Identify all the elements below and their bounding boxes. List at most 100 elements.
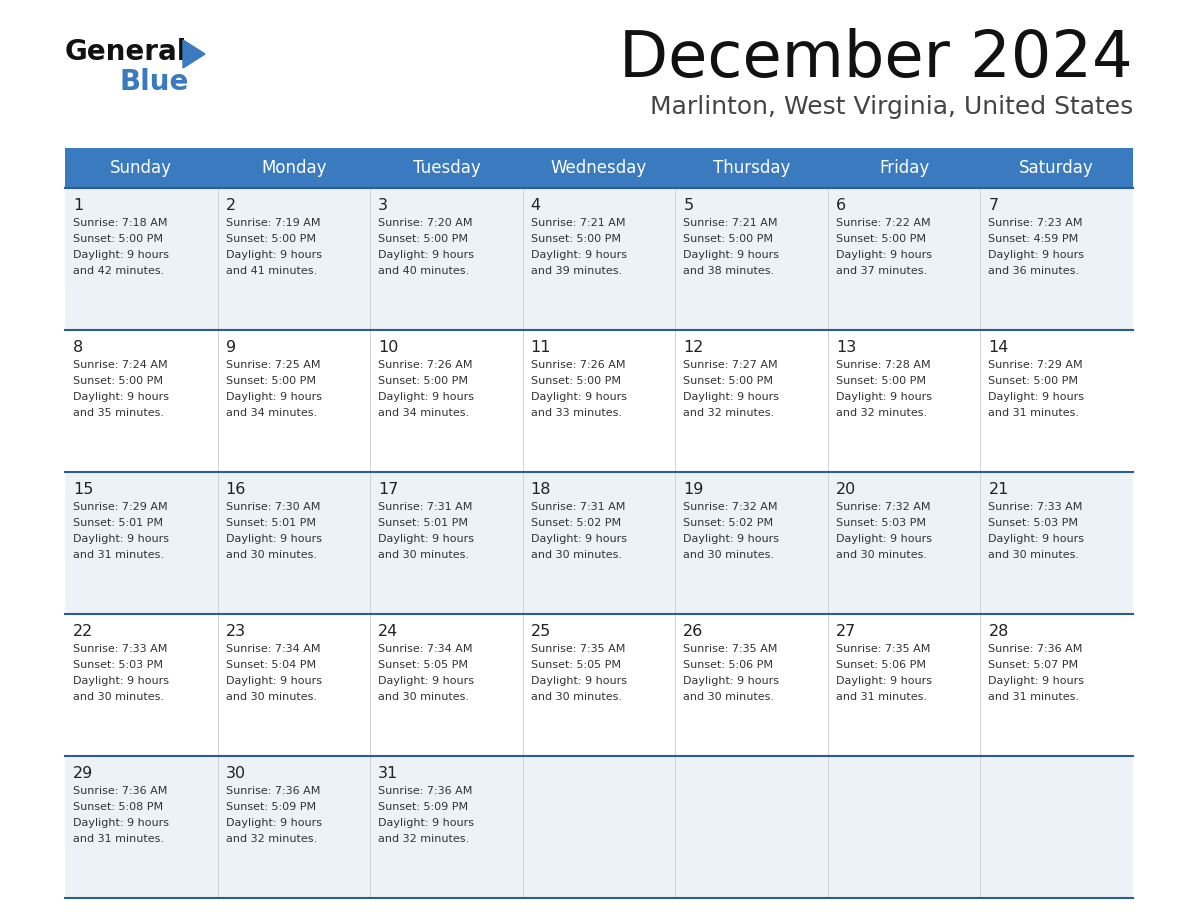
Text: Daylight: 9 hours: Daylight: 9 hours — [683, 250, 779, 260]
Text: and 30 minutes.: and 30 minutes. — [226, 550, 316, 560]
Text: Sunrise: 7:35 AM: Sunrise: 7:35 AM — [836, 644, 930, 654]
Text: Sunrise: 7:35 AM: Sunrise: 7:35 AM — [683, 644, 778, 654]
Text: Daylight: 9 hours: Daylight: 9 hours — [378, 534, 474, 544]
Text: Sunrise: 7:29 AM: Sunrise: 7:29 AM — [72, 502, 168, 512]
Text: Sunset: 5:07 PM: Sunset: 5:07 PM — [988, 660, 1079, 670]
Text: 2: 2 — [226, 198, 235, 213]
Text: Daylight: 9 hours: Daylight: 9 hours — [226, 250, 322, 260]
Text: Daylight: 9 hours: Daylight: 9 hours — [378, 250, 474, 260]
Text: and 40 minutes.: and 40 minutes. — [378, 266, 469, 276]
Text: and 30 minutes.: and 30 minutes. — [531, 692, 621, 702]
Text: Daylight: 9 hours: Daylight: 9 hours — [683, 392, 779, 402]
Text: and 39 minutes.: and 39 minutes. — [531, 266, 621, 276]
Text: and 32 minutes.: and 32 minutes. — [378, 834, 469, 844]
Text: Sunset: 5:00 PM: Sunset: 5:00 PM — [378, 234, 468, 244]
Text: and 30 minutes.: and 30 minutes. — [683, 550, 775, 560]
Text: Daylight: 9 hours: Daylight: 9 hours — [836, 534, 931, 544]
Text: Blue: Blue — [120, 68, 189, 96]
Text: Sunset: 4:59 PM: Sunset: 4:59 PM — [988, 234, 1079, 244]
Text: Daylight: 9 hours: Daylight: 9 hours — [988, 250, 1085, 260]
Text: 7: 7 — [988, 198, 999, 213]
Text: 5: 5 — [683, 198, 694, 213]
Text: Daylight: 9 hours: Daylight: 9 hours — [226, 534, 322, 544]
Text: Marlinton, West Virginia, United States: Marlinton, West Virginia, United States — [650, 95, 1133, 119]
Text: Daylight: 9 hours: Daylight: 9 hours — [378, 392, 474, 402]
Text: Sunset: 5:00 PM: Sunset: 5:00 PM — [836, 234, 925, 244]
Text: 19: 19 — [683, 482, 703, 497]
Text: Sunrise: 7:31 AM: Sunrise: 7:31 AM — [531, 502, 625, 512]
Text: and 36 minutes.: and 36 minutes. — [988, 266, 1080, 276]
Text: 11: 11 — [531, 340, 551, 355]
Text: Sunrise: 7:28 AM: Sunrise: 7:28 AM — [836, 360, 930, 370]
Text: December 2024: December 2024 — [619, 28, 1133, 90]
Text: Sunrise: 7:32 AM: Sunrise: 7:32 AM — [683, 502, 778, 512]
Bar — [65, 188, 1133, 330]
Text: Sunset: 5:00 PM: Sunset: 5:00 PM — [226, 376, 316, 386]
Text: 25: 25 — [531, 624, 551, 639]
Text: Sunrise: 7:21 AM: Sunrise: 7:21 AM — [683, 218, 778, 228]
Bar — [65, 148, 1133, 188]
Text: Sunset: 5:00 PM: Sunset: 5:00 PM — [531, 376, 620, 386]
Text: Daylight: 9 hours: Daylight: 9 hours — [72, 534, 169, 544]
Text: and 31 minutes.: and 31 minutes. — [988, 408, 1080, 418]
Text: Tuesday: Tuesday — [412, 159, 480, 177]
Text: 8: 8 — [72, 340, 83, 355]
Text: Daylight: 9 hours: Daylight: 9 hours — [531, 392, 627, 402]
Text: Sunset: 5:06 PM: Sunset: 5:06 PM — [683, 660, 773, 670]
Text: Daylight: 9 hours: Daylight: 9 hours — [683, 676, 779, 686]
Text: Sunset: 5:00 PM: Sunset: 5:00 PM — [378, 376, 468, 386]
Text: 31: 31 — [378, 766, 398, 781]
Text: and 32 minutes.: and 32 minutes. — [683, 408, 775, 418]
Text: Daylight: 9 hours: Daylight: 9 hours — [836, 250, 931, 260]
Text: Daylight: 9 hours: Daylight: 9 hours — [531, 534, 627, 544]
Bar — [65, 330, 1133, 472]
Text: Sunrise: 7:18 AM: Sunrise: 7:18 AM — [72, 218, 168, 228]
Text: Sunset: 5:00 PM: Sunset: 5:00 PM — [683, 376, 773, 386]
Text: 1: 1 — [72, 198, 83, 213]
Text: 13: 13 — [836, 340, 857, 355]
Text: Sunrise: 7:30 AM: Sunrise: 7:30 AM — [226, 502, 320, 512]
Text: Daylight: 9 hours: Daylight: 9 hours — [72, 250, 169, 260]
Text: and 31 minutes.: and 31 minutes. — [836, 692, 927, 702]
Text: 3: 3 — [378, 198, 388, 213]
Text: 30: 30 — [226, 766, 246, 781]
Text: Sunrise: 7:22 AM: Sunrise: 7:22 AM — [836, 218, 930, 228]
Text: Daylight: 9 hours: Daylight: 9 hours — [72, 392, 169, 402]
Text: Sunrise: 7:31 AM: Sunrise: 7:31 AM — [378, 502, 473, 512]
Text: Sunrise: 7:36 AM: Sunrise: 7:36 AM — [72, 786, 168, 796]
Text: Daylight: 9 hours: Daylight: 9 hours — [836, 392, 931, 402]
Text: 23: 23 — [226, 624, 246, 639]
Text: and 30 minutes.: and 30 minutes. — [836, 550, 927, 560]
Polygon shape — [183, 40, 206, 68]
Text: Sunrise: 7:33 AM: Sunrise: 7:33 AM — [988, 502, 1082, 512]
Text: Friday: Friday — [879, 159, 929, 177]
Text: Daylight: 9 hours: Daylight: 9 hours — [72, 818, 169, 828]
Text: and 31 minutes.: and 31 minutes. — [72, 834, 164, 844]
Text: Sunrise: 7:34 AM: Sunrise: 7:34 AM — [378, 644, 473, 654]
Text: Sunrise: 7:25 AM: Sunrise: 7:25 AM — [226, 360, 320, 370]
Text: Wednesday: Wednesday — [551, 159, 647, 177]
Text: Daylight: 9 hours: Daylight: 9 hours — [226, 392, 322, 402]
Text: Sunset: 5:01 PM: Sunset: 5:01 PM — [226, 518, 316, 528]
Text: Sunset: 5:01 PM: Sunset: 5:01 PM — [378, 518, 468, 528]
Text: Saturday: Saturday — [1019, 159, 1094, 177]
Text: Sunday: Sunday — [110, 159, 172, 177]
Text: Sunrise: 7:29 AM: Sunrise: 7:29 AM — [988, 360, 1083, 370]
Text: and 35 minutes.: and 35 minutes. — [72, 408, 164, 418]
Text: Daylight: 9 hours: Daylight: 9 hours — [988, 534, 1085, 544]
Text: Sunset: 5:00 PM: Sunset: 5:00 PM — [531, 234, 620, 244]
Text: 27: 27 — [836, 624, 857, 639]
Text: Sunrise: 7:20 AM: Sunrise: 7:20 AM — [378, 218, 473, 228]
Text: and 41 minutes.: and 41 minutes. — [226, 266, 317, 276]
Text: 20: 20 — [836, 482, 857, 497]
Text: Thursday: Thursday — [713, 159, 790, 177]
Text: 28: 28 — [988, 624, 1009, 639]
Text: Sunrise: 7:36 AM: Sunrise: 7:36 AM — [378, 786, 473, 796]
Text: Sunrise: 7:33 AM: Sunrise: 7:33 AM — [72, 644, 168, 654]
Text: 10: 10 — [378, 340, 398, 355]
Text: and 31 minutes.: and 31 minutes. — [988, 692, 1080, 702]
Text: Daylight: 9 hours: Daylight: 9 hours — [531, 676, 627, 686]
Text: and 33 minutes.: and 33 minutes. — [531, 408, 621, 418]
Text: Daylight: 9 hours: Daylight: 9 hours — [683, 534, 779, 544]
Text: Sunset: 5:05 PM: Sunset: 5:05 PM — [378, 660, 468, 670]
